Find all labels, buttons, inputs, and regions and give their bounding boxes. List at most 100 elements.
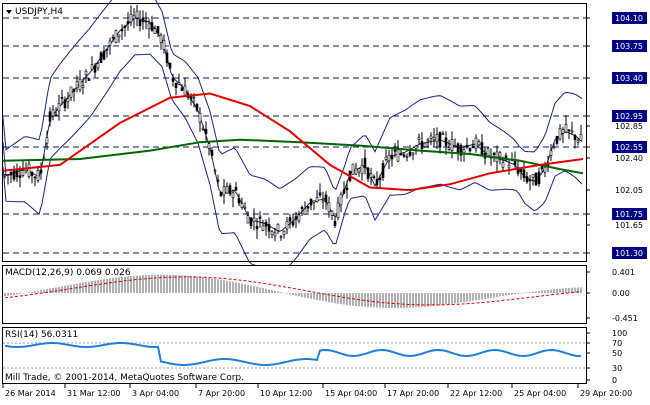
candle-body <box>267 224 271 232</box>
macd-bar <box>115 277 117 293</box>
macd-bar <box>214 278 216 293</box>
macd-bar <box>202 277 204 293</box>
candle-body <box>129 14 133 23</box>
horizontal-price-levels[interactable] <box>3 17 586 254</box>
macd-signal-line <box>4 276 582 306</box>
macd-bar <box>103 279 105 293</box>
candle-body <box>447 147 451 150</box>
candle-body <box>111 36 115 39</box>
copyright-footer: Mill Trade, © 2001-2014, MetaQuotes Soft… <box>5 373 244 383</box>
time-tick-label: 3 Apr 04:00 <box>132 389 179 398</box>
candle-body <box>294 216 298 220</box>
macd-bar <box>76 283 78 293</box>
price-level-label: 103.75 <box>615 42 643 51</box>
macd-bar <box>82 282 84 293</box>
candle-body <box>9 172 13 176</box>
macd-bar <box>343 293 345 305</box>
candle-body <box>486 148 490 157</box>
macd-bar <box>508 293 510 296</box>
candle-body <box>330 210 334 216</box>
macd-bar <box>496 293 498 297</box>
macd-panel[interactable]: MACD(12,26,9) 0.069 0.026 <box>2 265 587 324</box>
candle-body <box>372 176 376 179</box>
macd-bar <box>130 276 132 293</box>
candle-body <box>321 200 325 203</box>
price-level-marker[interactable] <box>612 12 647 24</box>
price-level-marker[interactable] <box>612 208 647 220</box>
candle-body <box>78 79 82 90</box>
candle-body <box>93 65 97 73</box>
macd-bar <box>547 289 549 293</box>
candle-body <box>81 85 85 88</box>
moving-averages <box>2 92 584 192</box>
candle-body <box>318 192 322 196</box>
macd-bar <box>250 285 252 293</box>
candle-body <box>192 96 196 99</box>
macd-bar <box>532 291 534 293</box>
candle-body <box>72 88 76 92</box>
time-tick-label: 10 Apr 12:00 <box>260 389 312 398</box>
macd-bar <box>406 293 408 308</box>
rsi-line <box>4 342 581 367</box>
macd-bar <box>118 277 120 293</box>
time-axis[interactable]: 26 Mar 2014 31 Mar 12:00 3 Apr 04:00 7 Apr … <box>2 384 632 398</box>
candle-body <box>282 230 286 235</box>
candle-body <box>531 173 535 178</box>
rsi-panel[interactable]: RSI(14) 56.0311 Mill Trade, © 2001-2014,… <box>2 327 587 384</box>
candle-body <box>522 169 526 178</box>
macd-bar <box>124 276 126 293</box>
macd-bar <box>157 274 159 293</box>
main-price-panel[interactable]: USDJPY,H4 <box>2 0 587 276</box>
macd-bar <box>556 288 558 293</box>
macd-bar <box>289 293 291 295</box>
macd-bar <box>256 286 258 293</box>
candle-body <box>411 152 415 155</box>
macd-bar <box>550 289 552 293</box>
macd-bar <box>196 276 198 293</box>
macd-bar <box>355 293 357 307</box>
candle-body <box>222 186 226 196</box>
rsi-tick-label: 50 <box>612 349 622 358</box>
candle-body <box>444 137 448 146</box>
candle-body <box>354 168 358 175</box>
price-level-marker[interactable] <box>612 110 647 122</box>
macd-bar <box>328 293 330 303</box>
price-level-marker[interactable] <box>612 72 647 84</box>
candle-body <box>138 20 142 27</box>
candle-body <box>558 128 562 140</box>
price-level-marker[interactable] <box>612 40 647 52</box>
macd-bar <box>553 289 555 293</box>
macd-bar <box>367 293 369 308</box>
time-tick-label: 7 Apr 20:00 <box>198 389 245 398</box>
macd-bar <box>301 293 303 297</box>
candle-body <box>471 145 475 149</box>
macd-bar <box>34 291 36 293</box>
candle-body <box>60 97 64 99</box>
macd-bar <box>445 293 447 305</box>
triangle-down-icon[interactable] <box>6 10 12 14</box>
macd-bar <box>160 274 162 293</box>
price-level-marker[interactable] <box>612 247 647 259</box>
price-level-marker[interactable] <box>612 141 647 153</box>
macd-bar <box>268 289 270 293</box>
candle-body <box>360 165 364 174</box>
macd-scale: 0.401 0.00 -0.451 <box>586 268 638 323</box>
macd-bar <box>310 293 312 299</box>
rsi-tick-label: 100 <box>612 329 627 338</box>
candle-body <box>456 143 460 153</box>
macd-bar <box>25 292 27 294</box>
candle-body <box>51 109 55 117</box>
candle-body <box>108 40 112 46</box>
macd-bar <box>430 293 432 307</box>
macd-bar <box>46 289 48 293</box>
macd-bar <box>235 282 237 293</box>
macd-bar <box>40 290 42 293</box>
candle-body <box>402 154 406 157</box>
macd-bar <box>265 288 267 293</box>
macd-bar <box>172 274 174 293</box>
macd-bar <box>370 293 372 308</box>
macd-bar <box>451 293 453 304</box>
macd-bar <box>376 293 378 308</box>
